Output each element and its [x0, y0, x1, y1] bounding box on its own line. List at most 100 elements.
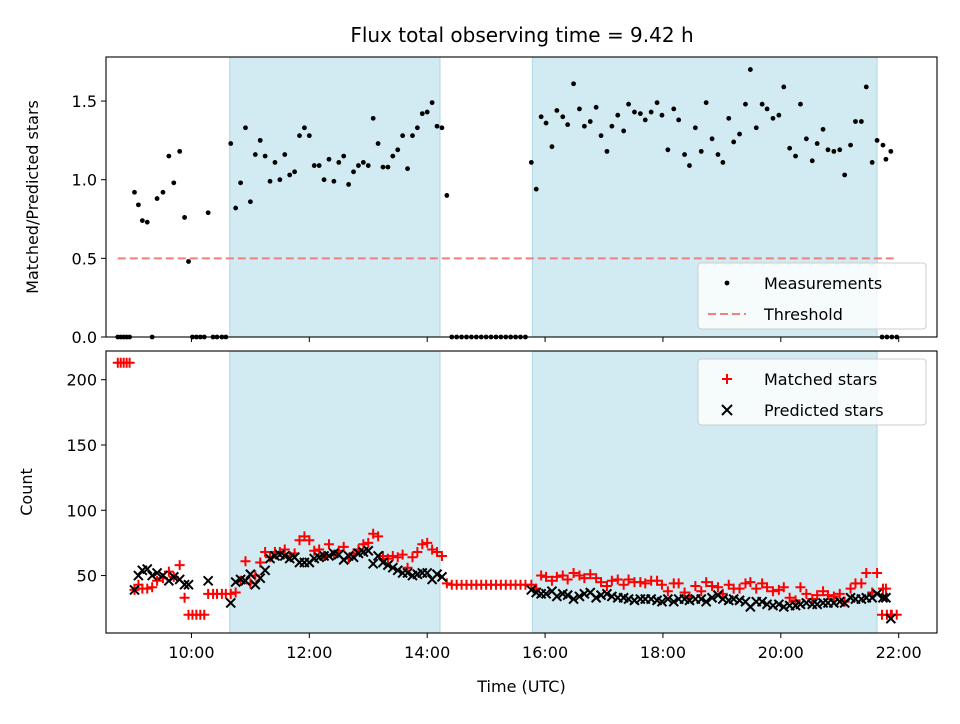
- matched-star-marker: [407, 552, 418, 563]
- measurement-point: [139, 218, 145, 223]
- predicted-star-marker: [323, 550, 335, 562]
- measurement-point: [747, 67, 753, 72]
- panel-top: 0.0 0.5 1.0 1.5 Matched/Predicted stars Measu…: [23, 56, 938, 347]
- measurement-point: [306, 133, 312, 139]
- matched-star-marker: [142, 583, 153, 594]
- measurement-point: [538, 114, 544, 120]
- measurement-point: [405, 166, 410, 172]
- measurement-point: [262, 153, 268, 159]
- measurement-point: [136, 202, 141, 208]
- matched-star-marker: [596, 577, 607, 588]
- predicted-star-marker: [871, 588, 883, 600]
- y-tick-label: 200: [66, 371, 97, 390]
- legend: Matched stars Predicted stars: [697, 358, 927, 426]
- predicted-star-marker: [230, 576, 241, 588]
- x-tick-label: 12:00: [286, 643, 332, 662]
- measurement-point: [863, 84, 869, 90]
- matched-star-marker: [891, 609, 902, 620]
- measurement-point: [233, 205, 239, 211]
- measurement-point: [626, 101, 631, 107]
- measurement-point: [715, 152, 721, 157]
- measurement-point: [874, 137, 880, 143]
- matched-star-marker: [662, 586, 673, 597]
- predicted-star-marker: [245, 569, 256, 580]
- legend-label: Measurements: [764, 274, 882, 293]
- matched-star-marker: [562, 574, 573, 585]
- measurement-point: [292, 169, 297, 175]
- matched-star-marker: [861, 567, 872, 578]
- measurement-point: [776, 112, 782, 118]
- x-tick-label: 20:00: [758, 643, 804, 662]
- matched-star-marker: [551, 571, 562, 582]
- matched-star-marker: [767, 586, 778, 597]
- predicted-star-marker: [202, 575, 214, 586]
- x-tick-label: 22:00: [876, 643, 922, 662]
- matched-star-marker: [152, 575, 163, 586]
- measurement-point: [820, 126, 826, 132]
- measurement-point: [709, 136, 715, 142]
- predicted-star-marker: [700, 596, 712, 607]
- matched-star-marker: [822, 590, 833, 601]
- shaded-interval-1: [229, 56, 441, 338]
- measurement-point: [753, 125, 759, 131]
- measurement-point: [444, 193, 450, 198]
- predicted-star-marker: [885, 613, 897, 624]
- measurement-point: [132, 189, 137, 195]
- measurement-point: [272, 159, 278, 165]
- measurement-point: [238, 180, 243, 186]
- measurement-point: [798, 101, 803, 107]
- predicted-star-marker: [421, 567, 433, 579]
- measurement-point: [385, 164, 391, 170]
- measurement-point: [267, 178, 273, 184]
- x-tick-label: 10:00: [168, 643, 214, 662]
- matched-star-marker: [784, 592, 795, 603]
- legend-box: [697, 358, 927, 426]
- measurement-point: [528, 159, 534, 165]
- measurement-point: [654, 100, 660, 106]
- y-tick-label: 100: [66, 501, 97, 520]
- measurement-point: [577, 106, 582, 112]
- measurement-point: [543, 120, 549, 126]
- measurement-point: [228, 141, 234, 146]
- measurement-point: [858, 119, 864, 124]
- measurement-point: [726, 115, 732, 121]
- measurement-point: [759, 101, 765, 107]
- matched-star-marker: [199, 609, 210, 620]
- predicted-star-marker: [568, 593, 579, 605]
- measurement-point: [637, 111, 643, 117]
- predicted-star-marker: [367, 558, 379, 570]
- predicted-star-marker: [877, 592, 889, 603]
- measurement-point: [390, 153, 396, 159]
- measurement-point: [549, 144, 555, 150]
- measurement-point: [282, 152, 288, 157]
- predicted-star-marker: [706, 592, 718, 603]
- predicted-star-marker: [240, 575, 251, 586]
- matched-star-marker: [309, 545, 320, 556]
- y-tick-label: 0.0: [72, 328, 97, 347]
- measurement-point: [731, 139, 737, 145]
- y-tick-label: 150: [66, 436, 97, 455]
- measurement-point: [257, 137, 263, 143]
- predicted-star-marker: [696, 593, 707, 605]
- predicted-star-marker: [264, 553, 276, 564]
- chart-title: Flux total observing time = 9.42 h: [350, 23, 693, 47]
- measurement-point: [703, 100, 709, 106]
- measurement-point: [400, 133, 406, 139]
- matched-star-marker: [397, 549, 408, 560]
- predicted-star-marker: [179, 579, 190, 590]
- matched-star-marker: [640, 578, 651, 589]
- measurement-point: [154, 196, 160, 201]
- measurement-point: [166, 153, 172, 159]
- measurement-point: [781, 84, 787, 90]
- legend-box: [697, 262, 927, 330]
- measurement-point: [831, 148, 837, 154]
- measurement-point: [642, 117, 648, 123]
- measurement-point: [533, 186, 539, 192]
- matched-star-marker: [338, 541, 349, 552]
- predicted-star-marker: [142, 563, 153, 575]
- matched-star-marker: [880, 583, 891, 594]
- matched-star-marker: [707, 581, 718, 591]
- matched-star-marker: [812, 590, 823, 601]
- matched-star-marker: [541, 571, 552, 582]
